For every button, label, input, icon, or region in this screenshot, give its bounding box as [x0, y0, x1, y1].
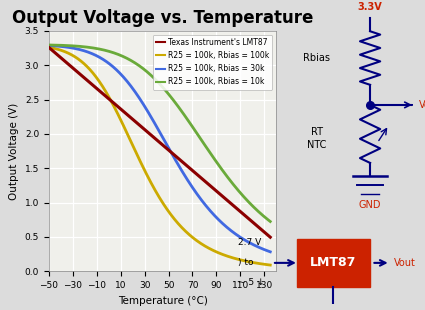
Text: RT
NTC: RT NTC [307, 127, 326, 150]
Title: Output Voltage vs. Temperature: Output Voltage vs. Temperature [12, 9, 313, 27]
Text: LMT87: LMT87 [310, 256, 357, 269]
Text: Rbias: Rbias [303, 53, 330, 63]
Text: ) to: ) to [238, 258, 253, 268]
Legend: Texas Instrument's LMT87, R25 = 100k, Rbias = 100k, R25 = 100k, Rbias = 30k, R25: Texas Instrument's LMT87, R25 = 100k, Rb… [153, 35, 272, 90]
Text: Vout: Vout [419, 100, 425, 110]
Text: Vout: Vout [394, 258, 416, 268]
X-axis label: Temperature (°C): Temperature (°C) [118, 295, 207, 306]
Text: 2.7 V: 2.7 V [238, 238, 261, 247]
Text: ∼ 5 ↓: ∼ 5 ↓ [238, 278, 264, 287]
Text: 3.3V: 3.3V [358, 2, 382, 12]
Text: GND: GND [359, 200, 381, 210]
FancyBboxPatch shape [297, 239, 369, 287]
Y-axis label: Output Voltage (V): Output Voltage (V) [9, 103, 19, 200]
